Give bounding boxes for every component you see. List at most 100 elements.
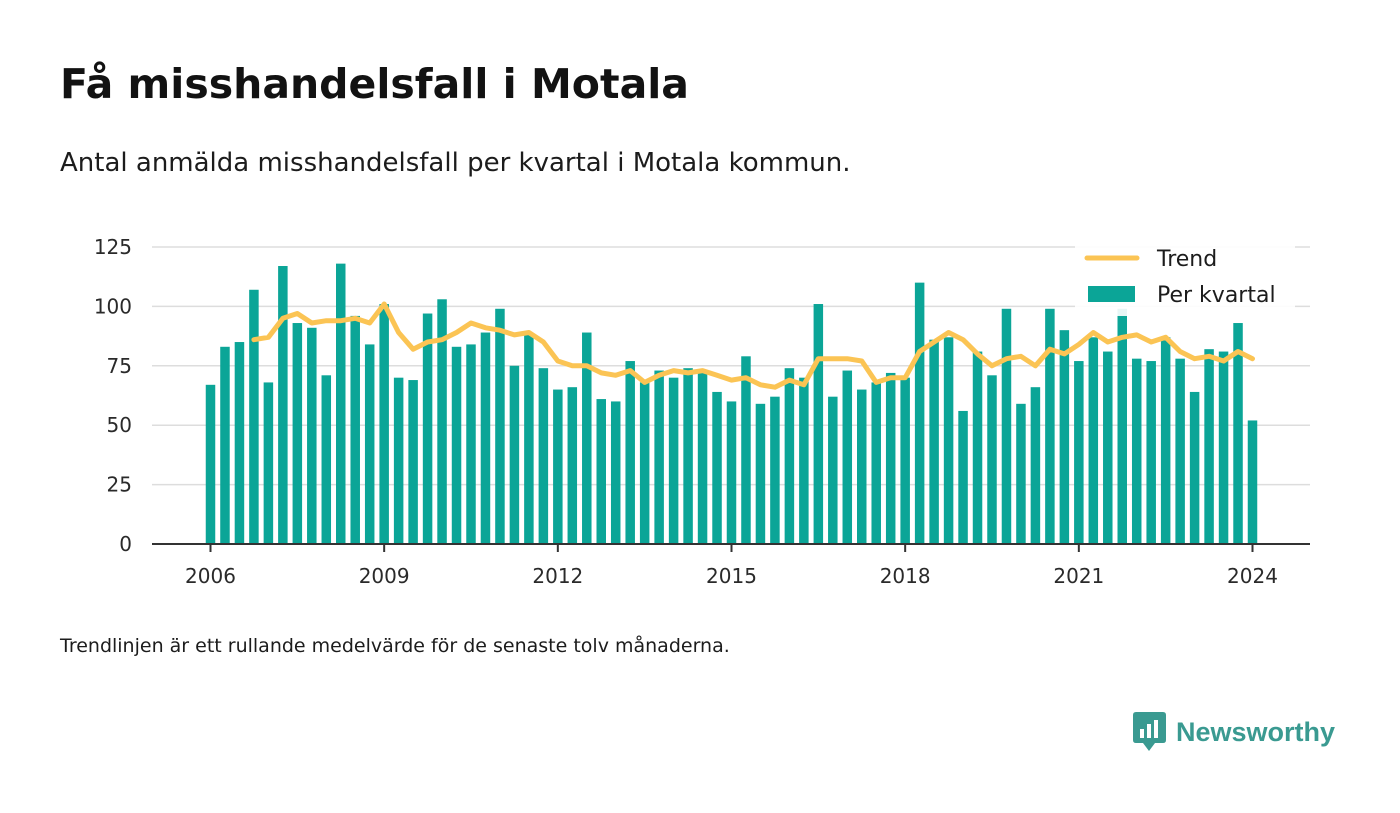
bar	[1233, 323, 1243, 544]
bar	[524, 334, 534, 544]
x-tick-label: 2024	[1227, 564, 1278, 588]
bar	[900, 377, 910, 544]
bar	[914, 282, 925, 544]
x-tick-label: 2018	[880, 564, 931, 588]
x-tick-label: 2015	[706, 564, 757, 588]
bar	[1189, 391, 1200, 544]
newsworthy-logo-icon	[1133, 712, 1166, 751]
bar	[741, 356, 751, 544]
brand-name: Newsworthy	[1176, 716, 1336, 747]
bar	[1175, 358, 1185, 544]
bar	[1045, 308, 1055, 544]
x-tick-label: 2021	[1053, 564, 1104, 588]
y-tick-label: 0	[119, 532, 132, 556]
bar	[625, 361, 635, 544]
bar	[582, 332, 592, 544]
bar	[755, 403, 766, 544]
legend: Trend Per kvartal	[1075, 236, 1295, 316]
bar	[451, 346, 462, 544]
bar	[364, 344, 375, 544]
x-tick-label: 2006	[185, 564, 236, 588]
bar	[726, 401, 737, 544]
bar	[784, 368, 795, 544]
brand-logo[interactable]: Newsworthy	[1133, 712, 1335, 752]
y-tick-label: 100	[94, 294, 132, 318]
legend-bar-label: Per kvartal	[1157, 283, 1276, 308]
bar	[321, 375, 332, 544]
bar	[466, 344, 476, 544]
bar	[943, 337, 954, 544]
bar	[278, 266, 288, 544]
bar	[480, 332, 491, 544]
bar	[596, 399, 606, 544]
bar	[437, 299, 447, 544]
bar	[885, 372, 896, 544]
bar	[567, 387, 578, 544]
chart-title: Få misshandelsfall i Motala	[60, 60, 689, 108]
bar	[509, 365, 520, 544]
bar	[495, 308, 505, 544]
bar	[958, 410, 968, 544]
bar	[712, 391, 722, 544]
bar	[336, 263, 346, 544]
y-tick-label: 50	[107, 413, 132, 437]
bar	[1059, 330, 1070, 544]
bar	[972, 351, 983, 544]
x-tick-label: 2012	[532, 564, 583, 588]
bar	[639, 382, 650, 544]
bar	[220, 346, 230, 544]
bar-series	[205, 263, 1258, 544]
footnote: Trendlinjen är ett rullande medelvärde f…	[60, 635, 730, 657]
bar	[610, 401, 621, 544]
bar	[263, 382, 274, 544]
bar	[929, 339, 939, 544]
bar	[1160, 337, 1171, 544]
bar	[668, 377, 679, 544]
bar	[1204, 349, 1214, 544]
bar	[422, 313, 433, 544]
bar	[1131, 358, 1142, 544]
bar	[205, 384, 216, 544]
bar	[249, 289, 259, 544]
bar	[1146, 361, 1156, 544]
y-axis-ticks: 0 25 50 75 100 125	[94, 235, 132, 556]
bar	[697, 372, 708, 544]
bar	[799, 377, 809, 544]
bar	[1001, 308, 1012, 544]
bar	[393, 377, 404, 544]
bar	[379, 304, 389, 544]
bar	[683, 368, 693, 544]
bar	[1088, 337, 1099, 544]
bar	[350, 315, 360, 544]
x-axis-ticks: 2006 2009 2012 2015 2018 2021 2024	[185, 544, 1278, 588]
y-tick-label: 25	[107, 473, 132, 497]
bar	[813, 304, 824, 544]
bar	[842, 370, 853, 544]
bar	[1117, 308, 1127, 544]
bar	[1016, 403, 1026, 544]
bar	[1074, 361, 1084, 544]
bar	[1247, 420, 1258, 544]
legend-bar-swatch	[1088, 286, 1135, 302]
legend-trend-label: Trend	[1156, 247, 1217, 272]
chart-subtitle: Antal anmälda misshandelsfall per kvarta…	[60, 148, 851, 178]
bar	[307, 327, 317, 544]
y-tick-label: 75	[107, 354, 132, 378]
bar	[1103, 351, 1113, 544]
bar	[654, 370, 664, 544]
bar	[1218, 351, 1229, 544]
bar	[408, 380, 418, 544]
bar	[538, 368, 549, 544]
bar	[857, 389, 867, 544]
legend-background	[1075, 236, 1295, 316]
bar	[234, 342, 245, 544]
bar	[1030, 387, 1041, 544]
y-tick-label: 125	[94, 235, 132, 259]
bar	[770, 396, 780, 544]
x-tick-label: 2009	[359, 564, 410, 588]
bar	[828, 396, 838, 544]
bar	[292, 323, 303, 544]
bar	[871, 382, 881, 544]
bar	[987, 375, 997, 544]
